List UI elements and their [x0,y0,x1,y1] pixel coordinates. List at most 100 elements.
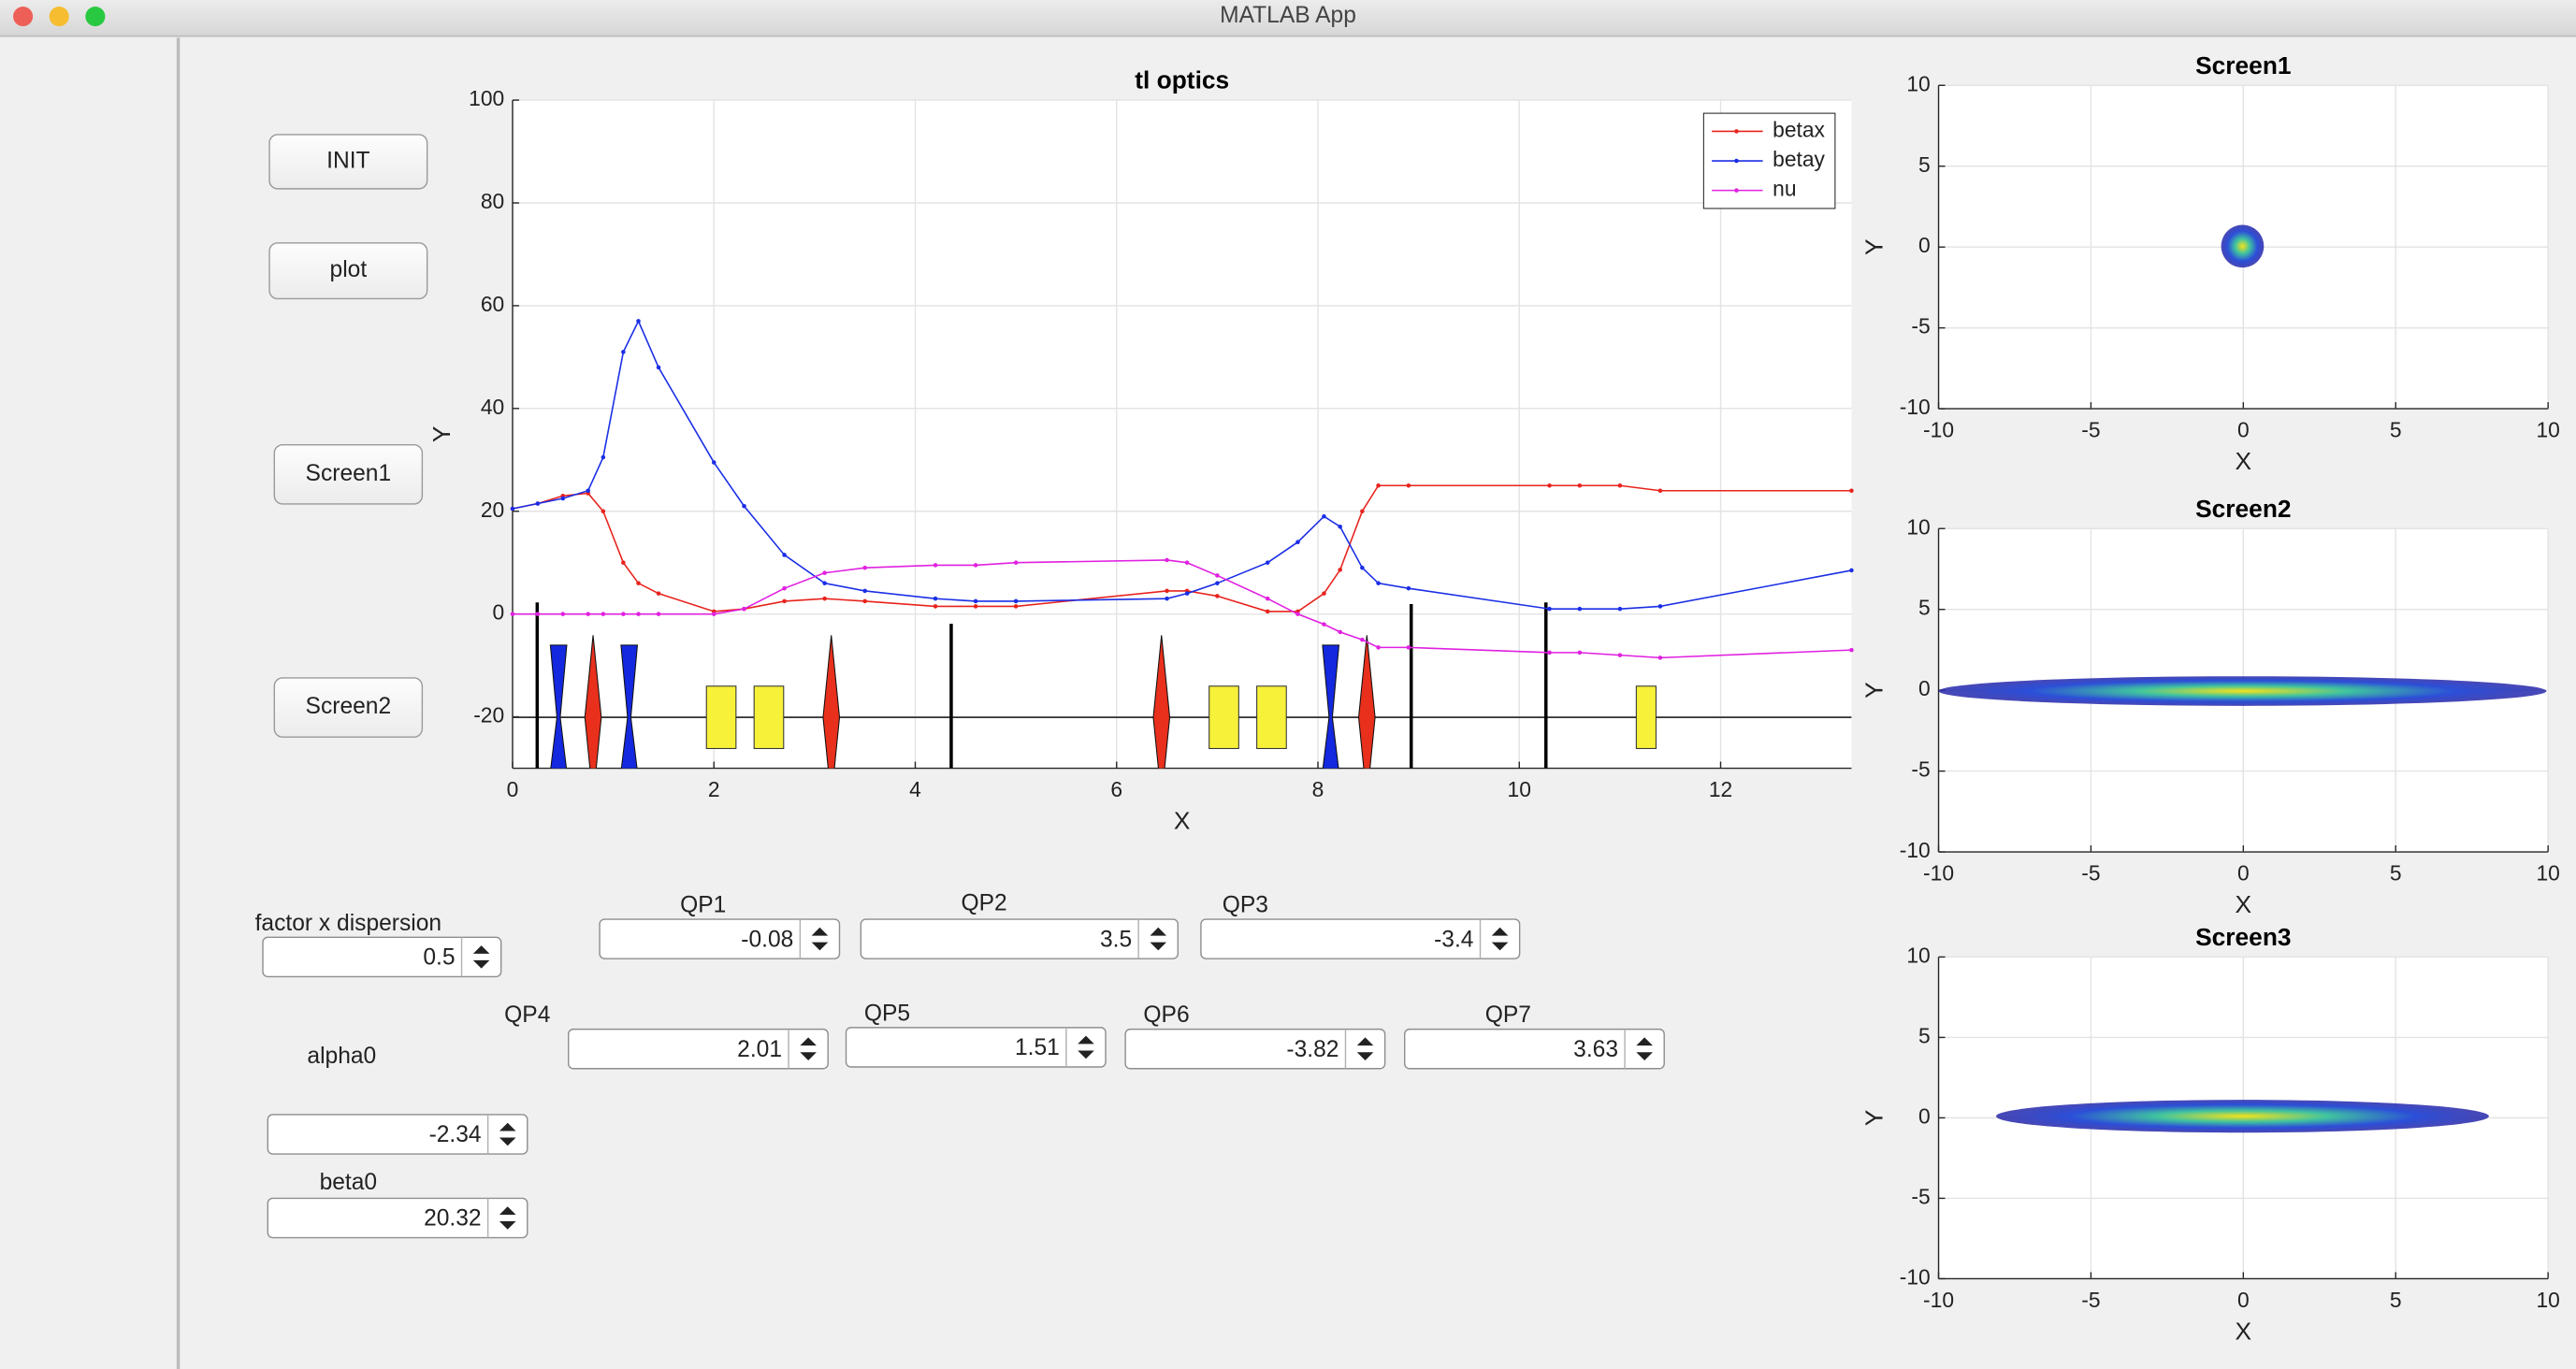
numeric-field[interactable] [267,1114,528,1155]
legend-swatch-marker [1734,188,1739,193]
button[interactable] [268,134,428,190]
numeric-field[interactable] [860,918,1179,959]
spinner-down[interactable] [1078,1050,1094,1059]
legend-label: betax [1773,117,1825,141]
x-tick-label: -5 [2081,861,2100,886]
field-value[interactable]: -2.34 [429,1122,482,1147]
button-label[interactable]: Screen1 [306,461,392,486]
spinner-down[interactable] [1356,1052,1374,1060]
title-bar [0,0,2576,36]
field-value[interactable]: 3.63 [1573,1037,1618,1062]
beamline-schematic [512,602,1852,769]
beam-spot [1938,676,2547,706]
numeric-field[interactable] [599,918,841,959]
y-axis-label: Y [427,426,456,443]
spinner-down[interactable] [499,1221,516,1230]
field-value[interactable]: 3.5 [1100,927,1132,952]
spinner-down[interactable] [800,1052,817,1060]
data-point [782,585,787,591]
data-point [560,612,566,616]
data-point [1184,591,1190,596]
y-tick-label: 10 [1906,514,1930,539]
data-point [535,501,541,506]
data-point [1360,509,1365,514]
close-button[interactable] [13,7,34,27]
data-point [1849,568,1854,573]
button[interactable] [268,242,428,300]
x-tick-label: 4 [909,777,921,801]
spinner-up[interactable] [1636,1037,1653,1046]
numeric-field[interactable] [845,1027,1107,1068]
field-label: QP1 [680,892,726,917]
data-point [1849,647,1854,653]
y-tick-label: 5 [1918,152,1931,177]
data-point [636,581,641,585]
numeric-field[interactable] [1124,1028,1386,1070]
y-tick-label: 5 [1918,1023,1931,1047]
data-point [1338,524,1342,529]
numeric-field[interactable] [262,936,502,978]
data-point [933,596,938,601]
zoom-button[interactable] [85,7,106,27]
x-axis-label: X [2236,890,2252,918]
x-axis-label: X [2236,1317,2252,1345]
spinner-down[interactable] [811,942,829,951]
x-tick-label: 5 [2390,861,2402,886]
dipole [753,685,785,749]
data-point [742,606,746,612]
spinner-up[interactable] [472,945,490,954]
spinner-up[interactable] [1078,1035,1094,1045]
dipole [1635,685,1657,749]
field-value[interactable]: -3.82 [1286,1037,1339,1062]
y-tick-label: -5 [1911,1184,1930,1208]
data-point [601,612,606,616]
spinner-up[interactable] [1491,927,1509,936]
y-tick-label: 60 [481,292,504,316]
data-point [1338,629,1342,635]
field-value[interactable]: 2.01 [737,1037,782,1062]
spinner-up[interactable] [1356,1037,1374,1046]
spinner-up[interactable] [499,1206,516,1215]
data-point [1617,653,1623,657]
spinner-down[interactable] [499,1137,516,1146]
field-value[interactable]: 20.32 [424,1206,482,1232]
spinner-down[interactable] [1150,942,1167,951]
side-panel [0,37,178,1369]
spinner-down[interactable] [472,959,490,969]
button-label[interactable]: plot [330,257,368,282]
data-point [1322,513,1326,519]
data-point [742,503,746,509]
numeric-field[interactable] [1200,918,1521,959]
spinner-up[interactable] [811,927,829,936]
x-tick-label: 5 [2390,418,2402,442]
numeric-field[interactable] [568,1028,829,1070]
spinner-up[interactable] [499,1122,516,1131]
spinner-down[interactable] [1491,942,1509,951]
field-value[interactable]: -3.4 [1434,927,1473,952]
dipole [1256,685,1287,749]
button[interactable] [273,444,424,505]
spinner-down[interactable] [1636,1052,1653,1060]
numeric-field[interactable] [267,1197,528,1239]
data-point [1265,560,1270,565]
data-point [711,460,716,465]
button[interactable] [273,677,424,738]
field-value[interactable]: 1.51 [1015,1035,1060,1060]
x-tick-label: -5 [2081,418,2100,442]
field-value[interactable]: 0.5 [423,945,455,971]
data-point [822,581,827,585]
y-tick-label: 40 [481,395,504,419]
y-tick-label: 10 [1906,943,1930,967]
spinner-up[interactable] [1150,927,1167,936]
minimize-button[interactable] [49,7,69,27]
spinner-up[interactable] [800,1037,817,1046]
data-point [1406,585,1411,591]
button-label[interactable]: INIT [326,148,369,173]
data-point [1547,650,1552,656]
field-value[interactable]: -0.08 [741,927,793,952]
button-label[interactable]: Screen2 [306,694,392,719]
data-point [1657,488,1663,494]
data-point [1406,645,1411,650]
numeric-field[interactable] [1404,1028,1665,1070]
data-point [636,319,641,324]
